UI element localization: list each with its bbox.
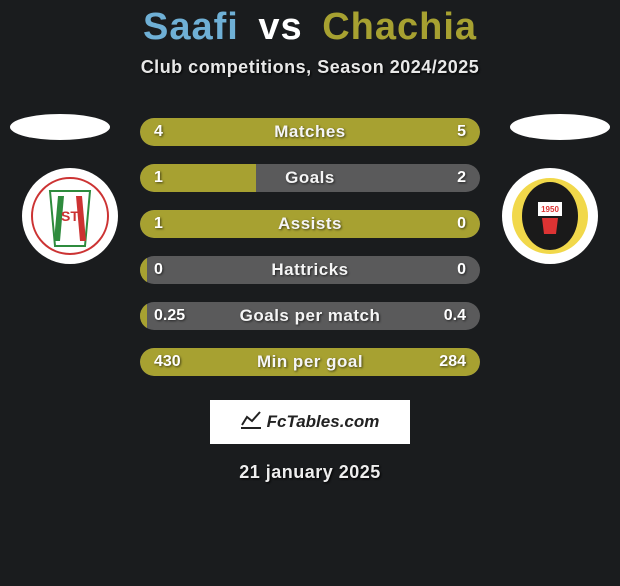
stat-label: Goals: [140, 168, 480, 188]
stat-bars: 4Matches51Goals21Assists00Hattricks00.25…: [140, 118, 480, 376]
vs-text: vs: [258, 6, 302, 48]
stat-label: Matches: [140, 122, 480, 142]
date-text: 21 january 2025: [0, 462, 620, 483]
stat-label: Assists: [140, 214, 480, 234]
stat-row: 4Matches5: [140, 118, 480, 146]
stat-value-right: 0: [457, 261, 466, 279]
page-title: Saafi vs Chachia: [0, 6, 620, 49]
brand-box[interactable]: FcTables.com: [210, 400, 410, 444]
stat-value-right: 0: [457, 215, 466, 233]
stat-label: Min per goal: [140, 352, 480, 372]
stat-value-right: 2: [457, 169, 466, 187]
comparison-panel: ST 1950 4Matches51Goals21Assists00Hattri…: [0, 118, 620, 376]
stat-label: Goals per match: [140, 306, 480, 326]
club-logo-left-icon: ST: [30, 176, 110, 256]
stat-row: 1Assists0: [140, 210, 480, 238]
stat-value-right: 0.4: [444, 307, 466, 325]
stat-row: 0.25Goals per match0.4: [140, 302, 480, 330]
club-badge-left: ST: [22, 168, 118, 264]
stat-label: Hattricks: [140, 260, 480, 280]
club-logo-right-icon: 1950: [510, 176, 590, 256]
chart-icon: [241, 411, 261, 434]
svg-text:ST: ST: [61, 208, 79, 224]
stat-row: 1Goals2: [140, 164, 480, 192]
club-badge-right: 1950: [502, 168, 598, 264]
player1-name: Saafi: [143, 6, 239, 48]
stat-value-right: 5: [457, 123, 466, 141]
player2-name: Chachia: [322, 6, 477, 48]
subtitle: Club competitions, Season 2024/2025: [0, 57, 620, 78]
left-ellipse-shadow: [10, 114, 110, 140]
stat-row: 430Min per goal284: [140, 348, 480, 376]
stat-value-right: 284: [439, 353, 466, 371]
svg-text:1950: 1950: [541, 205, 559, 214]
brand-text: FcTables.com: [267, 412, 380, 432]
stat-row: 0Hattricks0: [140, 256, 480, 284]
right-ellipse-shadow: [510, 114, 610, 140]
